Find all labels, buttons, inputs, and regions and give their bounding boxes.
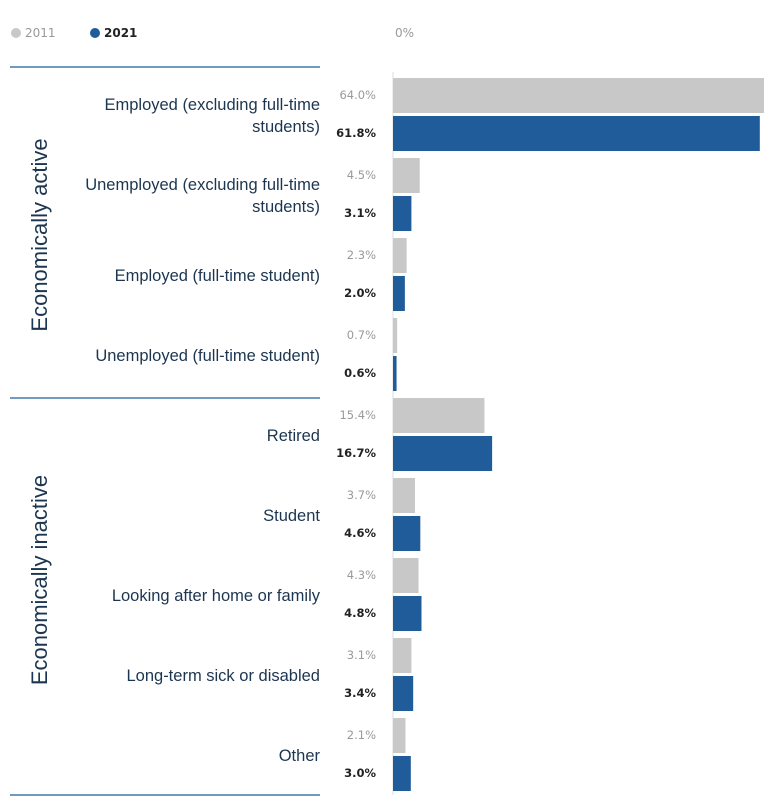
value-label: 16.7% bbox=[336, 446, 376, 460]
category-label: Unemployed (excluding full-time students… bbox=[85, 175, 320, 216]
legend-label: 2021 bbox=[104, 26, 138, 40]
bar bbox=[393, 756, 411, 791]
value-label: 4.8% bbox=[344, 606, 376, 620]
value-label: 3.1% bbox=[344, 206, 376, 220]
legend-label: 2011 bbox=[25, 26, 56, 40]
bar bbox=[393, 356, 397, 391]
value-label: 3.1% bbox=[346, 648, 376, 662]
value-label: 3.7% bbox=[346, 488, 376, 502]
group-label: Economically inactive bbox=[27, 474, 52, 686]
bar bbox=[393, 196, 412, 231]
value-label: 4.5% bbox=[346, 168, 376, 182]
bar bbox=[393, 238, 407, 273]
value-label: 61.8% bbox=[336, 126, 376, 140]
category-label: Looking after home or family bbox=[111, 586, 320, 605]
category-label: Employed (full-time student) bbox=[114, 266, 320, 285]
value-label: 2.0% bbox=[344, 286, 376, 300]
legend-marker bbox=[90, 28, 100, 38]
x-tick-label: 0% bbox=[395, 26, 415, 40]
bar bbox=[393, 276, 405, 311]
value-label: 2.1% bbox=[346, 728, 376, 742]
bar bbox=[393, 596, 422, 631]
bar bbox=[393, 436, 493, 471]
bar bbox=[393, 676, 414, 711]
bar bbox=[393, 516, 421, 551]
category-label: Long-term sick or disabled bbox=[126, 666, 320, 685]
group-label: Economically active bbox=[27, 138, 52, 332]
category-label: Student bbox=[263, 506, 320, 525]
value-label: 2.3% bbox=[346, 248, 376, 262]
bar bbox=[393, 78, 764, 113]
value-label: 3.0% bbox=[344, 766, 376, 780]
value-label: 15.4% bbox=[339, 408, 376, 422]
value-label: 0.7% bbox=[346, 328, 376, 342]
bar bbox=[393, 478, 415, 513]
category-label: Unemployed (full-time student) bbox=[95, 346, 320, 365]
bar bbox=[393, 638, 412, 673]
value-label: 3.4% bbox=[344, 686, 376, 700]
bar bbox=[393, 158, 420, 193]
bar bbox=[393, 558, 419, 593]
category-label: Retired bbox=[266, 426, 320, 445]
category-label: Other bbox=[278, 746, 320, 765]
legend-marker bbox=[11, 28, 21, 38]
value-label: 4.3% bbox=[346, 568, 376, 582]
bar bbox=[393, 318, 398, 353]
value-label: 4.6% bbox=[344, 526, 376, 540]
value-label: 0.6% bbox=[344, 366, 376, 380]
bar bbox=[393, 718, 406, 753]
bar bbox=[393, 398, 485, 433]
category-label: Employed (excluding full-time students) bbox=[104, 95, 320, 136]
value-label: 64.0% bbox=[339, 88, 376, 102]
bar bbox=[393, 116, 760, 151]
